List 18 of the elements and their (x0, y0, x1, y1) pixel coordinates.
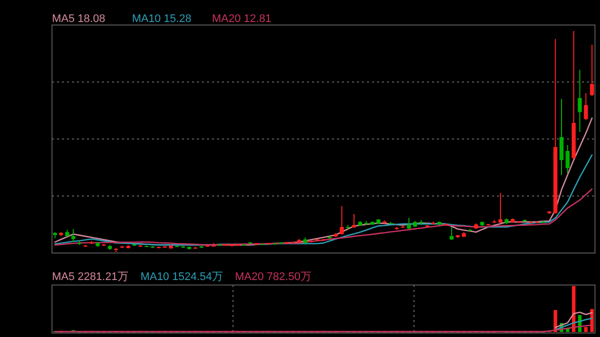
candlestick (559, 98, 564, 176)
text: MA5 2281.21万 (52, 271, 128, 283)
candlestick (590, 44, 594, 96)
candlestick (566, 144, 570, 174)
text: MA10 15.28 (132, 13, 192, 25)
candlestick (406, 217, 411, 230)
candlestick (498, 192, 502, 224)
text: MA20 12.81 (212, 13, 272, 25)
text: MA10 1524.54万 (140, 271, 223, 283)
candlestick (578, 69, 582, 132)
candlestick (340, 206, 344, 236)
text: MA20 782.50万 (235, 271, 312, 283)
text: MA5 18.08 (52, 13, 106, 25)
candlestick (352, 213, 356, 228)
candlestick (450, 226, 454, 241)
candlestick (71, 228, 76, 243)
candlestick (584, 92, 588, 121)
bar (584, 326, 588, 332)
